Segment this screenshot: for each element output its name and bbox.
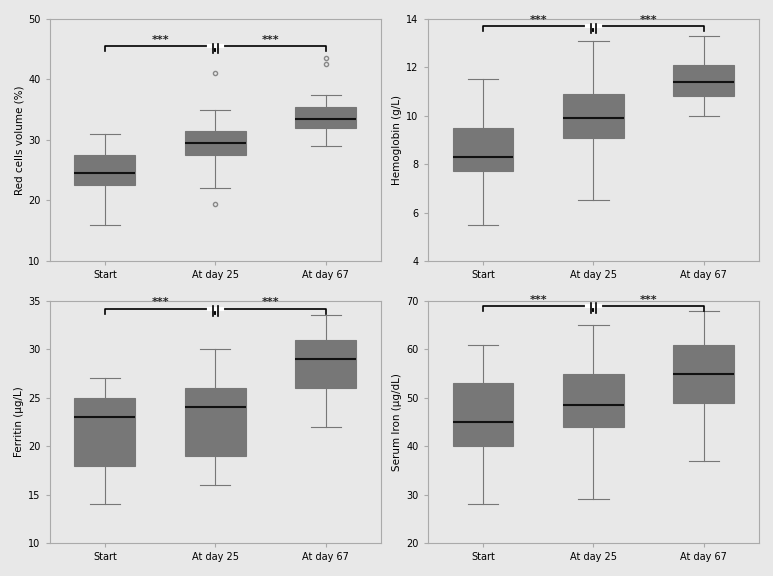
- Text: ***: ***: [640, 294, 658, 305]
- PathPatch shape: [185, 131, 246, 155]
- Text: ***: ***: [152, 35, 169, 45]
- PathPatch shape: [74, 155, 135, 185]
- Y-axis label: Ferritin (μg/L): Ferritin (μg/L): [14, 386, 24, 457]
- PathPatch shape: [673, 344, 734, 403]
- Y-axis label: Red cells volume (%): Red cells volume (%): [14, 85, 24, 195]
- PathPatch shape: [295, 340, 356, 388]
- Text: ***: ***: [152, 297, 169, 308]
- Text: ***: ***: [262, 35, 279, 45]
- PathPatch shape: [74, 398, 135, 465]
- Y-axis label: Hemoglobin (g/L): Hemoglobin (g/L): [392, 95, 402, 185]
- PathPatch shape: [563, 94, 624, 138]
- PathPatch shape: [295, 107, 356, 128]
- Y-axis label: Serum Iron (μg/dL): Serum Iron (μg/dL): [392, 373, 402, 471]
- PathPatch shape: [452, 383, 513, 446]
- Text: ***: ***: [530, 294, 547, 305]
- Text: ***: ***: [530, 15, 547, 25]
- Text: ***: ***: [640, 15, 658, 25]
- Text: ***: ***: [262, 297, 279, 308]
- PathPatch shape: [673, 65, 734, 96]
- PathPatch shape: [452, 128, 513, 172]
- PathPatch shape: [185, 388, 246, 456]
- PathPatch shape: [563, 374, 624, 427]
